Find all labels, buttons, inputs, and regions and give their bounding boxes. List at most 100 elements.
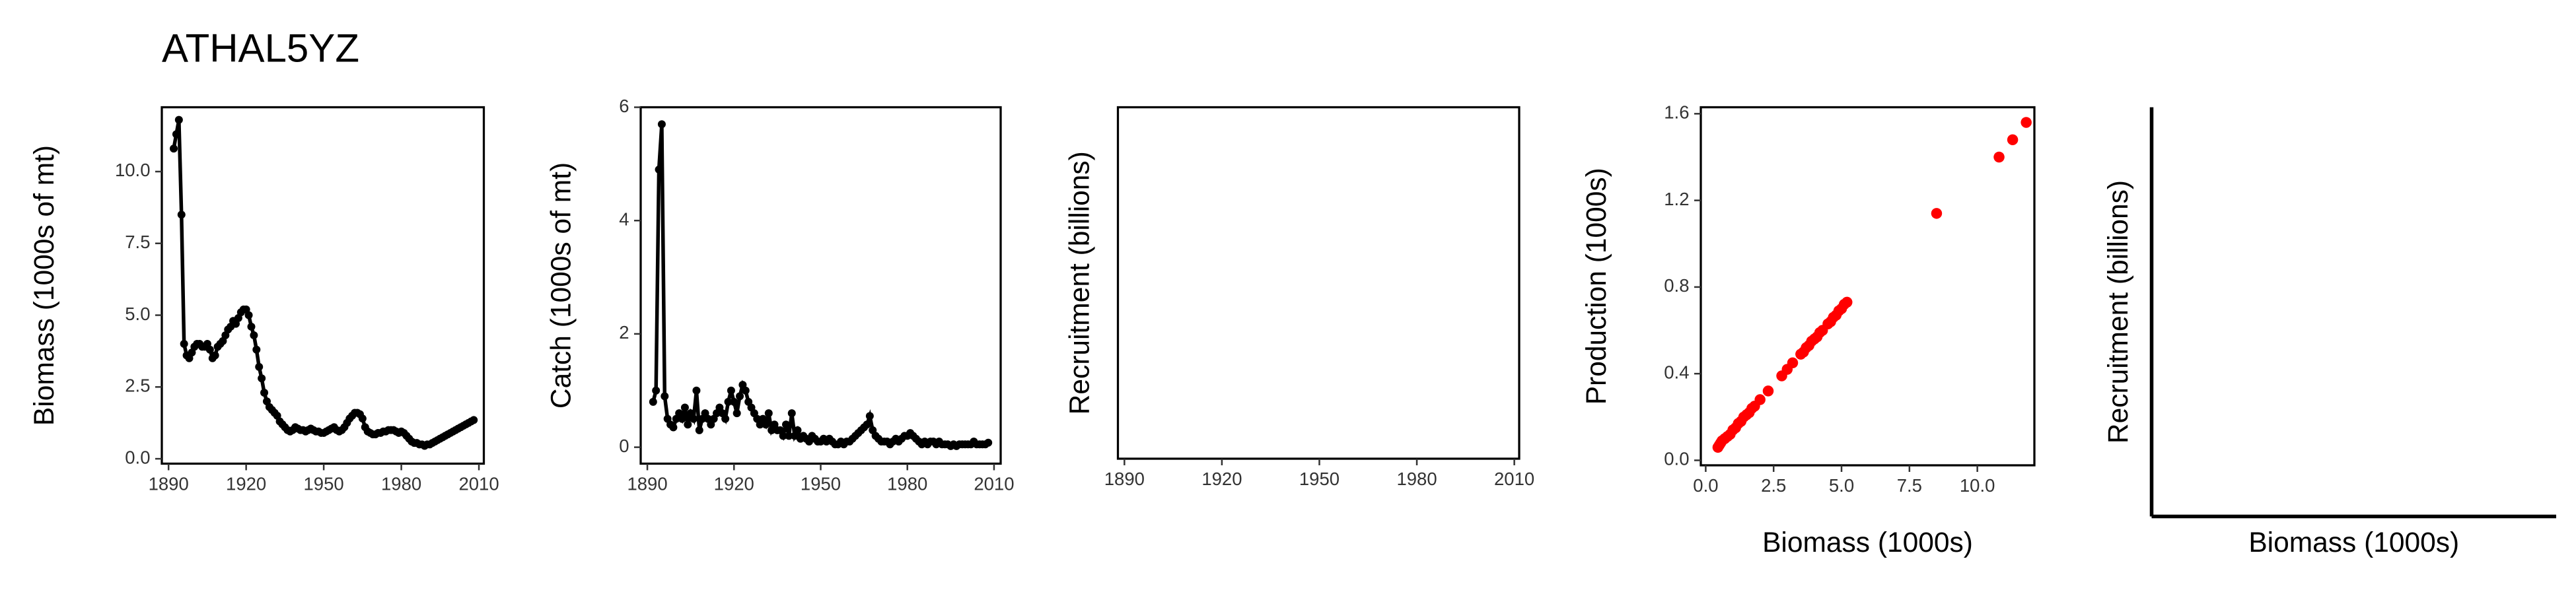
x-tick-label: 1980 [381,473,421,494]
data-point [984,438,993,447]
y-tick-label: 1.2 [1664,189,1689,209]
data-point [177,211,186,219]
data-point [247,322,256,331]
data-point [730,397,738,406]
data-point [863,420,871,429]
x-tick-label: 1980 [1396,469,1437,489]
plot-frame [1116,106,1521,460]
data-point [695,426,703,434]
y-axis-title: Recruitment (billions) [2103,180,2134,444]
y-axis-title: Production (1000s) [1581,168,1612,405]
data-point [1754,394,1766,405]
data-point [741,386,750,395]
data-point [736,392,744,401]
data-point [1993,151,2005,163]
data-point [172,130,180,139]
x-tick-label: 1890 [149,473,189,494]
data-point [657,120,666,129]
y-tick-label: 4 [619,209,629,229]
x-tick-label: 1950 [1299,469,1340,489]
data-point [174,116,183,124]
x-tick-label: 1890 [627,473,667,494]
data-point [244,311,253,319]
data-point [1762,385,1774,397]
data-point [727,386,735,395]
x-tick-label: 1890 [1104,469,1145,489]
data-point [762,420,770,429]
x-tick-label: 1950 [304,473,344,494]
data-point [250,331,258,339]
y-tick-label: 2 [619,322,629,343]
data-point [779,432,787,440]
data-point [252,345,261,354]
data-point [721,414,730,423]
data-point [793,426,802,434]
data-line [172,119,475,448]
x-tick-label: 1920 [226,473,266,494]
x-tick-label: 2010 [974,473,1014,494]
data-point [652,386,661,395]
data-point [211,351,219,360]
data-point [661,392,669,401]
x-tick-label: 1920 [714,473,754,494]
y-axis-title: Biomass (1000s of mt) [29,145,60,426]
y-tick-label: 2.5 [125,376,150,396]
page-title: ATHAL5YZ [162,26,359,70]
y-tick-label: 0.0 [1664,449,1689,469]
data-point [1841,296,1853,308]
y-tick-label: 0 [619,436,629,456]
x-tick-label: 0.0 [1693,475,1718,496]
y-tick-label: 0.8 [1664,275,1689,296]
data-point [2007,134,2019,145]
x-tick-label: 2.5 [1761,475,1786,496]
plot-frame [161,106,485,465]
data-line [651,124,989,449]
y-tick-label: 0.0 [125,447,150,467]
data-point [2021,117,2032,128]
data-point [260,389,269,397]
data-point [669,423,678,432]
data-point [724,397,733,406]
data-point [358,414,367,423]
x-tick-label: 5.0 [1829,475,1854,496]
data-point [470,416,478,424]
data-point [258,374,266,383]
y-tick-label: 6 [619,96,629,116]
data-point [692,386,701,395]
data-point [684,420,692,429]
x-tick-label: 1920 [1201,469,1242,489]
data-point [655,165,663,174]
x-tick-label: 1980 [887,473,927,494]
x-tick-label: 1950 [801,473,841,494]
data-point [180,340,188,348]
x-axis-title: Biomass (1000s) [2248,527,2459,558]
data-point [649,397,657,406]
x-axis-title: Biomass (1000s) [1762,527,1973,558]
data-point [690,414,698,423]
data-point [733,409,741,418]
data-point [205,345,214,354]
data-point [787,409,796,418]
data-point [865,412,874,420]
data-point [764,409,773,418]
x-tick-label: 7.5 [1897,475,1922,496]
x-tick-label: 10.0 [1960,475,1995,496]
y-tick-label: 10.0 [115,160,151,180]
data-point [255,362,264,371]
data-point [1787,357,1799,369]
data-point [680,403,689,412]
data-point [1931,208,1943,219]
y-tick-label: 0.4 [1664,362,1689,382]
data-point [785,432,793,440]
data-point [782,420,791,429]
y-tick-label: 1.6 [1664,102,1689,123]
y-tick-label: 7.5 [125,232,150,252]
y-tick-label: 5.0 [125,304,150,324]
data-point [678,414,686,423]
x-tick-label: 2010 [1494,469,1534,489]
y-axis-title: Catch (1000s of mt) [546,162,577,409]
y-axis-title: Recruitment (billions) [1065,151,1096,414]
data-point [170,145,178,153]
